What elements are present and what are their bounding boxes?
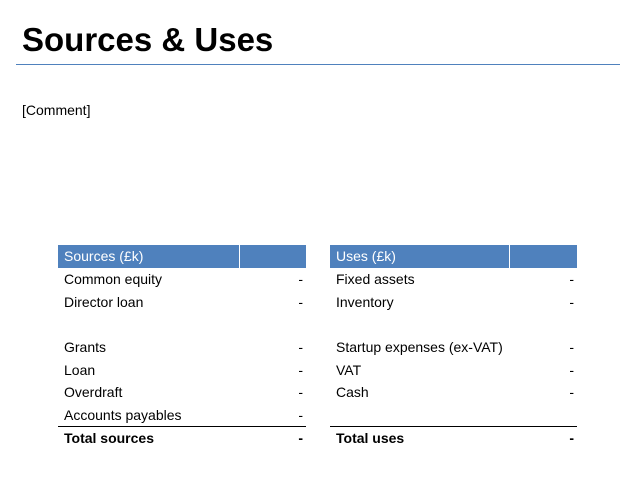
table-row: Loan - xyxy=(58,359,306,382)
row-label: Grants xyxy=(64,339,107,355)
row-label: Cash xyxy=(336,384,369,400)
total-label: Total sources xyxy=(64,430,154,446)
row-label: Accounts payables xyxy=(64,406,182,423)
row-value: - xyxy=(569,339,574,355)
row-label: VAT xyxy=(336,361,362,378)
row-value: - xyxy=(298,293,303,310)
total-row: Total sources - xyxy=(58,426,306,450)
row-label: Fixed assets xyxy=(336,271,415,287)
table-row: Common equity - xyxy=(58,268,306,291)
table-row: Overdraft - xyxy=(58,381,306,404)
row-value: - xyxy=(569,384,574,400)
row-value: - xyxy=(298,339,303,355)
uses-header: Uses (£k) xyxy=(330,245,577,268)
table-row: Startup expenses (ex-VAT) - xyxy=(330,336,577,359)
row-value: - xyxy=(569,293,574,310)
table-row: Director loan - xyxy=(58,291,306,314)
table-row: VAT - xyxy=(330,359,577,382)
table-row: Fixed assets - xyxy=(330,268,577,291)
table-row: Inventory - xyxy=(330,291,577,314)
spacer-row xyxy=(330,313,577,336)
row-label: Startup expenses (ex-VAT) xyxy=(336,339,503,355)
table-row xyxy=(330,404,577,427)
page-title: Sources & Uses xyxy=(22,21,274,58)
title-divider xyxy=(16,64,620,65)
row-value: - xyxy=(298,271,303,287)
total-value: - xyxy=(298,430,303,446)
row-value: - xyxy=(569,271,574,287)
row-value: - xyxy=(298,384,303,400)
row-label: Overdraft xyxy=(64,384,123,400)
row-label: Director loan xyxy=(64,293,144,310)
total-value: - xyxy=(569,430,574,446)
uses-header-label: Uses (£k) xyxy=(330,245,510,268)
sources-table: Sources (£k) Common equity - Director lo… xyxy=(58,245,306,450)
comment-text: [Comment] xyxy=(22,102,91,118)
total-label: Total uses xyxy=(336,430,405,446)
row-value: - xyxy=(298,361,303,378)
sources-header-label: Sources (£k) xyxy=(58,245,240,268)
uses-table: Uses (£k) Fixed assets - Inventory - Sta… xyxy=(330,245,577,450)
uses-header-value-cell xyxy=(510,245,577,268)
table-row: Cash - xyxy=(330,381,577,404)
sources-header-value-cell xyxy=(240,245,306,268)
table-row: Accounts payables - xyxy=(58,404,306,427)
spacer-row xyxy=(58,313,306,336)
row-label: Loan xyxy=(64,361,96,378)
row-label: Inventory xyxy=(336,293,394,310)
row-value: - xyxy=(569,361,574,378)
row-label xyxy=(336,404,574,427)
row-label: Common equity xyxy=(64,271,163,287)
sources-header: Sources (£k) xyxy=(58,245,306,268)
table-row: Grants - xyxy=(58,336,306,359)
total-row: Total uses - xyxy=(330,426,577,450)
row-value: - xyxy=(298,406,303,423)
